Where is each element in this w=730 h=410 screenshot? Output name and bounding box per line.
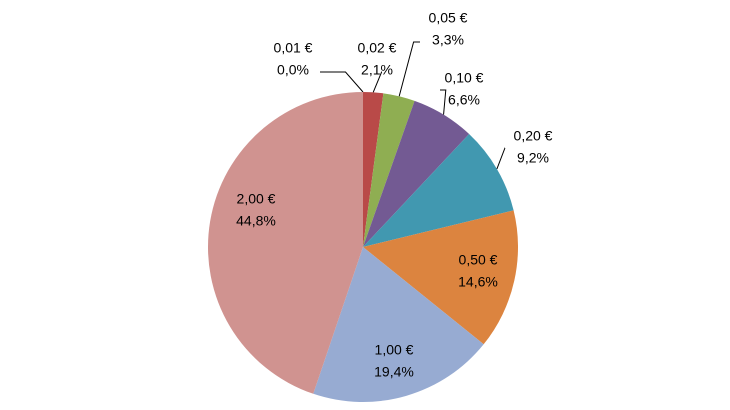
pie-slice [313,247,484,402]
slice-label: 0,20 € [514,128,553,144]
slice-label: 0,10 € [445,70,484,86]
leader-line [320,71,364,93]
leader-line [496,147,506,170]
slice-value: 0,0% [277,62,309,78]
pie-slice [363,92,384,247]
leader-line [372,71,383,93]
slice-label: 2,00 € [237,191,276,207]
leader-line [440,89,447,115]
slice-label: 0,05 € [429,10,468,26]
slice-value: 14,6% [458,274,498,290]
pie-slice [363,134,514,247]
slice-label: 0,50 € [459,252,498,268]
slice-value: 9,2% [517,150,549,166]
slice-label: 0,01 € [274,40,313,56]
slice-value: 2,1% [361,62,393,78]
pie-slice [363,93,415,247]
slice-label: 0,02 € [358,40,397,56]
slice-label: 1,00 € [375,342,414,358]
slice-value: 44,8% [236,213,276,229]
slice-value: 19,4% [374,364,414,380]
pie-slice [208,91,363,394]
pie-slice [363,210,518,345]
slice-value: 3,3% [432,32,464,48]
leader-line [398,41,420,97]
pie-slice [363,100,470,248]
slice-value: 6,6% [448,92,480,108]
